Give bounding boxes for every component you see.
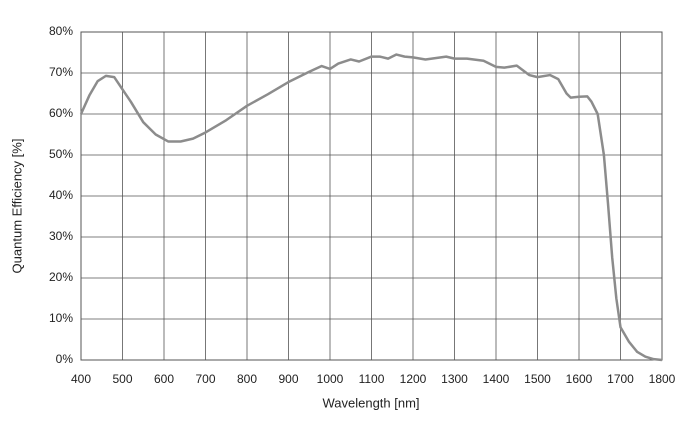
x-tick-label: 1700 — [607, 372, 634, 386]
y-tick-label: 30% — [49, 229, 73, 243]
data-line — [79, 53, 663, 362]
y-tick-label: 0% — [56, 352, 74, 366]
y-tick-label: 80% — [49, 24, 73, 38]
x-tick-label: 700 — [195, 372, 215, 386]
y-tick-label: 60% — [49, 106, 73, 120]
x-tick-label: 1800 — [649, 372, 676, 386]
x-tick-label: 1000 — [317, 372, 344, 386]
y-tick-label: 40% — [49, 188, 73, 202]
x-tick-label: 800 — [237, 372, 257, 386]
x-tick-label: 500 — [112, 372, 132, 386]
y-axis-title: Quantum Efficiency [%] — [9, 139, 24, 274]
x-tick-label: 1500 — [524, 372, 551, 386]
x-tick-label: 1300 — [441, 372, 468, 386]
x-tick-label: 600 — [154, 372, 174, 386]
y-tick-label: 50% — [49, 147, 73, 161]
x-tick-label: 1100 — [359, 372, 385, 386]
y-tick-label: 70% — [49, 65, 73, 79]
y-tick-label: 10% — [49, 311, 73, 325]
x-tick-label: 1400 — [483, 372, 510, 386]
x-axis-title: Wavelength [nm] — [322, 395, 419, 410]
y-tick-label: 20% — [49, 270, 73, 284]
x-tick-label: 400 — [71, 372, 91, 386]
x-tick-label: 900 — [278, 372, 298, 386]
x-tick-label: 1600 — [566, 372, 593, 386]
x-tick-label: 1200 — [400, 372, 427, 386]
